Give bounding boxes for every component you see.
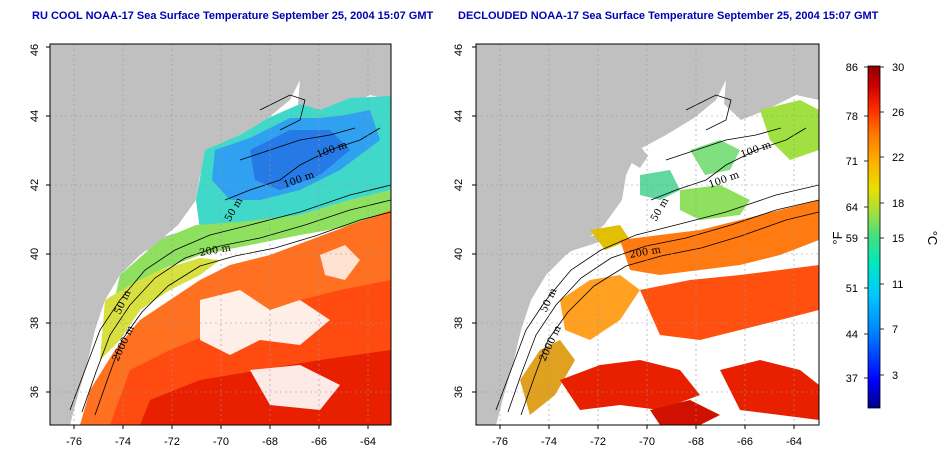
right-sst-map [476,44,819,425]
left-map-title: RU COOL NOAA-17 Sea Surface Temperature … [32,10,434,22]
right-map-title: DECLOUDED NOAA-17 Sea Surface Temperatur… [458,10,879,22]
x-tick-label: -74 [541,436,557,448]
celsius-tick: 30 [892,62,904,74]
x-tick-label: -64 [360,436,376,448]
x-tick-label: -66 [311,436,327,448]
y-tick-label: 40 [453,248,465,260]
fahrenheit-unit-label: °F [830,231,845,244]
y-tick-label: 42 [29,179,41,191]
y-tick-label: 36 [29,386,41,398]
left-sst-map [50,44,391,425]
celsius-tick: 3 [892,370,898,382]
left-x-axis: -76 -74 -72 -70 -68 -66 -64 [66,425,376,448]
colorbar-gradient [867,65,881,409]
fahrenheit-tick: 37 [846,373,858,385]
celsius-unit-label: °C [925,231,940,246]
celsius-tick: 15 [892,233,904,245]
x-tick-label: -68 [688,436,704,448]
y-tick-label: 44 [29,110,41,122]
x-tick-label: -70 [213,436,229,448]
fahrenheit-tick: 71 [846,156,858,168]
fahrenheit-tick: 59 [846,233,858,245]
y-tick-label: 38 [453,317,465,329]
celsius-tick: 22 [892,152,904,164]
x-tick-label: -76 [492,436,508,448]
fahrenheit-tick: 78 [846,111,858,123]
x-tick-label: -64 [786,436,802,448]
fahrenheit-tick: 51 [846,283,858,295]
land-mass [476,44,819,425]
celsius-tick: 26 [892,107,904,119]
land-mass [50,44,391,425]
x-tick-label: -72 [164,436,180,448]
x-tick-label: -70 [639,436,655,448]
celsius-tick: 11 [892,279,903,291]
temperature-colorbar: 86 78 71 64 59 51 44 37 30 26 22 18 15 1… [830,62,940,409]
y-tick-label: 44 [453,110,465,122]
x-tick-label: -74 [115,436,131,448]
y-tick-label: 38 [29,317,41,329]
fahrenheit-tick: 86 [846,62,858,74]
celsius-tick: 7 [892,324,898,336]
nova-scotia [724,56,819,120]
x-tick-label: -66 [737,436,753,448]
nova-scotia [298,56,391,120]
y-tick-label: 40 [29,248,41,260]
x-tick-label: -72 [590,436,606,448]
right-y-axis: 36 38 40 42 44 46 [453,44,476,398]
celsius-tick: 18 [892,198,904,210]
y-tick-label: 46 [453,44,465,56]
cape-cod [626,146,648,168]
x-tick-label: -76 [66,436,82,448]
y-tick-label: 42 [453,179,465,191]
x-tick-label: -68 [262,436,278,448]
right-x-axis: -76 -74 -72 -70 -68 -66 -64 [492,425,802,448]
y-tick-label: 36 [453,386,465,398]
fahrenheit-tick: 44 [846,329,858,341]
fahrenheit-tick: 64 [846,202,858,214]
y-tick-label: 46 [29,44,41,56]
left-y-axis: 36 38 40 42 44 46 [29,44,50,398]
